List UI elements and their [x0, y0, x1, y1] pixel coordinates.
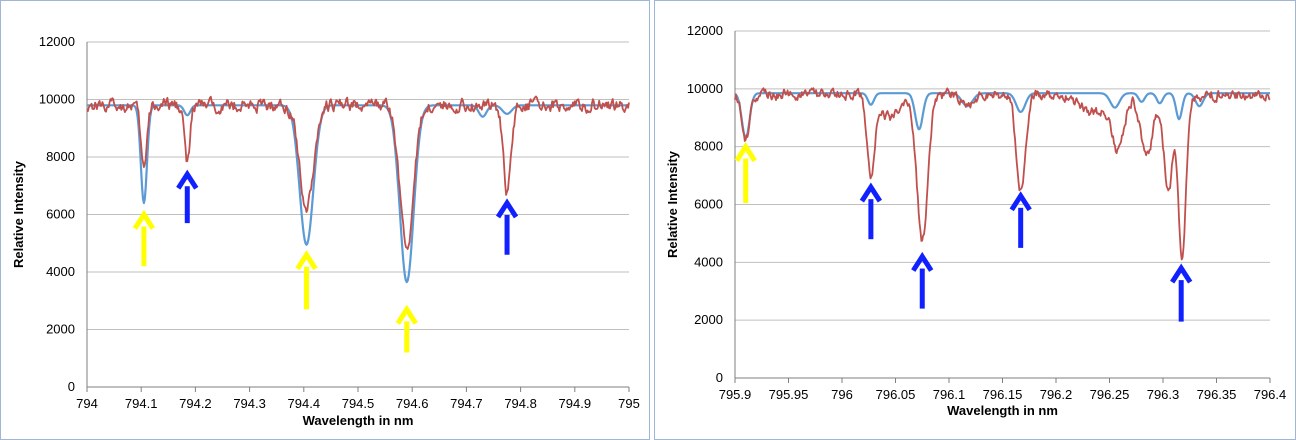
y-tick-label: 2000	[694, 312, 723, 327]
chart-panel-right: 0 2000 4000 6000 8000 10000 12000 795.9 795.95 79…	[654, 0, 1296, 440]
x-tick-label: 795.9	[719, 387, 752, 402]
spectrum-chart-left: 0 2000 4000 6000 8000 10000 12000 794 794.1 794.2…	[11, 34, 640, 428]
x-tick-label: 794.1	[125, 396, 158, 411]
x-axis-title: Wavelength in nm	[303, 413, 414, 428]
y-tick-label: 4000	[46, 264, 75, 279]
x-tick-label: 795	[618, 396, 640, 411]
blue-arrow	[859, 182, 882, 240]
x-tick-label: 794.8	[504, 396, 537, 411]
spectrum-chart-right: 0 2000 4000 6000 8000 10000 12000 795.9 795.95 79…	[665, 23, 1287, 418]
y-tick-label: 0	[68, 379, 75, 394]
x-tick-label: 794.3	[233, 396, 266, 411]
yellow-arrow	[132, 209, 156, 267]
x-tick-label: 794.5	[342, 396, 375, 411]
y-tick-label: 10000	[39, 92, 75, 107]
y-tick-label: 10000	[687, 81, 723, 96]
y-axis-title: Relative Intensity	[11, 160, 26, 268]
y-tick-label: 2000	[46, 322, 75, 337]
yellow-arrow	[295, 250, 318, 310]
x-tick-label: 796.3	[1147, 387, 1180, 402]
blue-arrow	[1009, 191, 1032, 248]
blue-arrow	[495, 198, 519, 255]
model-spectrum-line	[86, 104, 630, 284]
x-tick-label: 794.7	[450, 396, 483, 411]
y-tick-label: 12000	[39, 34, 75, 49]
x-tick-label: 794.9	[559, 396, 592, 411]
x-tick-label: 794.6	[396, 396, 429, 411]
x-tick-label: 796.35	[1197, 387, 1237, 402]
y-tick-label: 12000	[687, 23, 723, 38]
blue-arrow	[911, 251, 934, 309]
blue-arrow	[176, 169, 199, 224]
y-tick-label: 8000	[46, 149, 75, 164]
x-tick-label: 794.4	[288, 396, 321, 411]
chart-panel-left: 0 2000 4000 6000 8000 10000 12000 794 794.1 794.2…	[0, 0, 650, 440]
y-tick-label: 8000	[694, 139, 723, 154]
y-tick-label: 0	[716, 370, 723, 385]
y-axis-title: Relative Intensity	[665, 150, 680, 258]
x-tick-label: 796	[831, 387, 853, 402]
yellow-arrow	[395, 304, 418, 353]
x-tick-label: 796.05	[876, 387, 916, 402]
blue-arrow	[1170, 263, 1193, 322]
observed-spectrum-line	[734, 87, 1271, 261]
x-tick-label: 796.15	[983, 387, 1023, 402]
observed-spectrum-line	[86, 95, 630, 250]
yellow-arrow	[734, 142, 757, 204]
x-tick-label: 794.2	[179, 396, 212, 411]
x-axis-title: Wavelength in nm	[947, 403, 1058, 418]
x-tick-label: 796.1	[933, 387, 966, 402]
x-tick-label: 795.95	[769, 387, 809, 402]
x-tick-label: 794	[76, 396, 98, 411]
x-tick-label: 796.4	[1254, 387, 1287, 402]
x-tick-label: 796.25	[1090, 387, 1130, 402]
x-tick-label: 796.2	[1040, 387, 1073, 402]
y-tick-label: 6000	[46, 207, 75, 222]
y-tick-label: 4000	[694, 254, 723, 269]
y-tick-label: 6000	[694, 197, 723, 212]
